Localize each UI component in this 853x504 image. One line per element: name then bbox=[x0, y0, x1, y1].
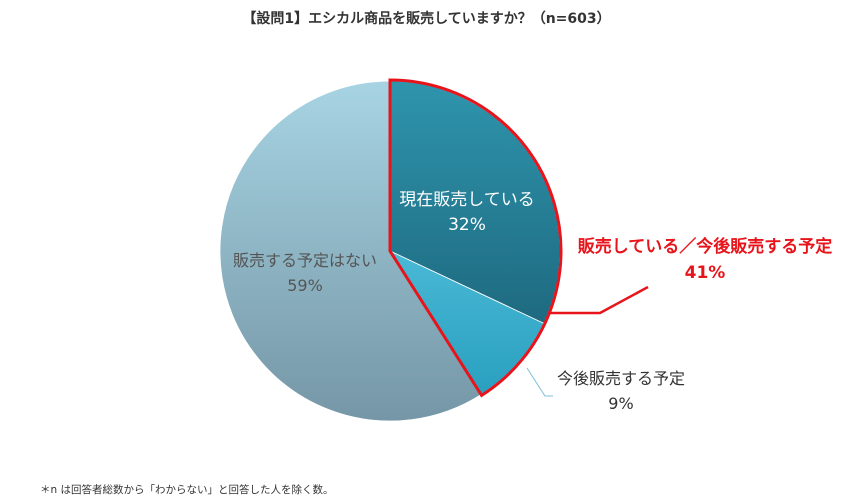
slice-2-value-label: 9% bbox=[608, 394, 633, 413]
highlight-value-label: 41% bbox=[685, 263, 726, 283]
highlight-group bbox=[388, 78, 649, 398]
slice-3-name-label: 販売する予定はない bbox=[233, 251, 377, 270]
pie-slice-3 bbox=[219, 80, 482, 422]
highlight-outline bbox=[388, 78, 563, 398]
slice-2-name-label: 今後販売する予定 bbox=[557, 369, 685, 388]
slice-3-value-label: 59% bbox=[287, 276, 323, 295]
slice-1-name-label: 現在販売している bbox=[399, 190, 535, 210]
highlight-name-label: 販売している／今後販売する予定 bbox=[578, 236, 833, 257]
slice-2-leader-line bbox=[526, 367, 553, 397]
highlight-callout-line bbox=[548, 285, 649, 315]
slice-labels: 現在販売している 32% 今後販売する予定 9% 販売する予定はない 59% 販売している／… bbox=[233, 190, 832, 413]
slice-1-value-label: 32% bbox=[448, 215, 486, 235]
footnote: ＊n は回答者総数から「わからない」と回答した人を除く数。 bbox=[40, 484, 334, 496]
chart-title: 【設問1】エシカル商品を販売していますか？（n=603） bbox=[242, 11, 611, 27]
pie-slices bbox=[219, 80, 561, 422]
